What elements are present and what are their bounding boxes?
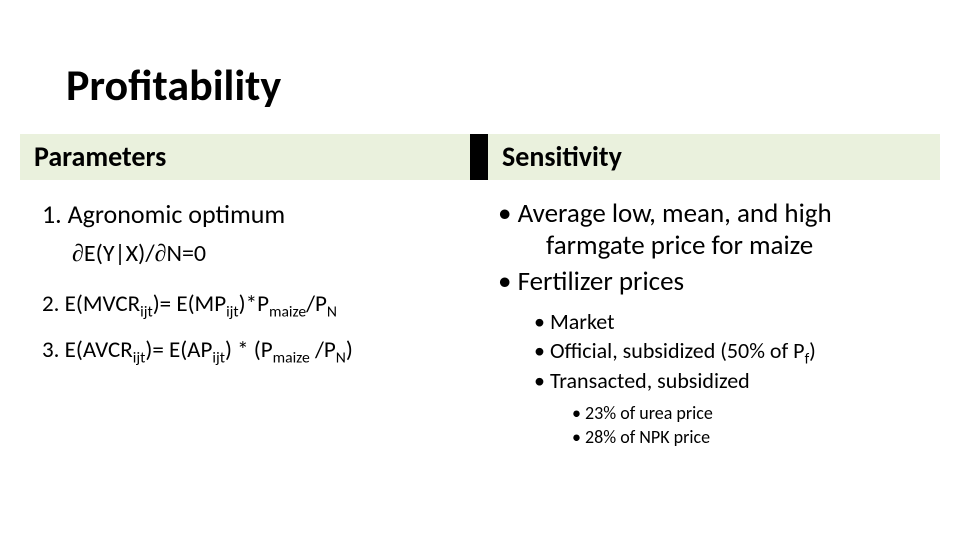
slide: Profitability Parameters Sensitivity 1. …: [0, 0, 960, 540]
section-header-parameters: Parameters: [20, 134, 470, 180]
param-eq-2: 2. E(MVCRijt)= E(MPijt)*Pmaize/PN: [42, 290, 472, 320]
sens-sub-2: Official, subsidized (50% of Pf): [488, 337, 940, 365]
param-item-1: 1. Agronomic optimum: [42, 198, 472, 232]
sens-bullet-1-line1: Average low, mean, and high: [518, 197, 832, 230]
slide-title: Profitability: [66, 58, 281, 112]
sens-subsub-2: 28% of NPK price: [488, 426, 940, 449]
sens-subsub-1: 23% of urea price: [488, 402, 940, 425]
sens-bullet-1-line2: farmgate price for maize: [516, 229, 813, 262]
sens-sub-1: Market: [488, 308, 940, 336]
param-eq-1: ∂E(Y|X)/∂N=0: [42, 238, 472, 270]
parameters-content: 1. Agronomic optimum ∂E(Y|X)/∂N=0 2. E(M…: [42, 198, 472, 382]
sens-bullet-2: Fertilizer prices: [488, 266, 940, 298]
sensitivity-content: Average low, mean, and high farmgate pri…: [488, 198, 940, 451]
sens-sub-3: Transacted, subsidized: [488, 367, 940, 395]
section-header-sensitivity: Sensitivity: [488, 134, 940, 180]
param-eq-3: 3. E(AVCRijt)= E(APijt) * (Pmaize /PN): [42, 336, 472, 366]
sens-bullet-1: Average low, mean, and high farmgate pri…: [488, 198, 940, 262]
